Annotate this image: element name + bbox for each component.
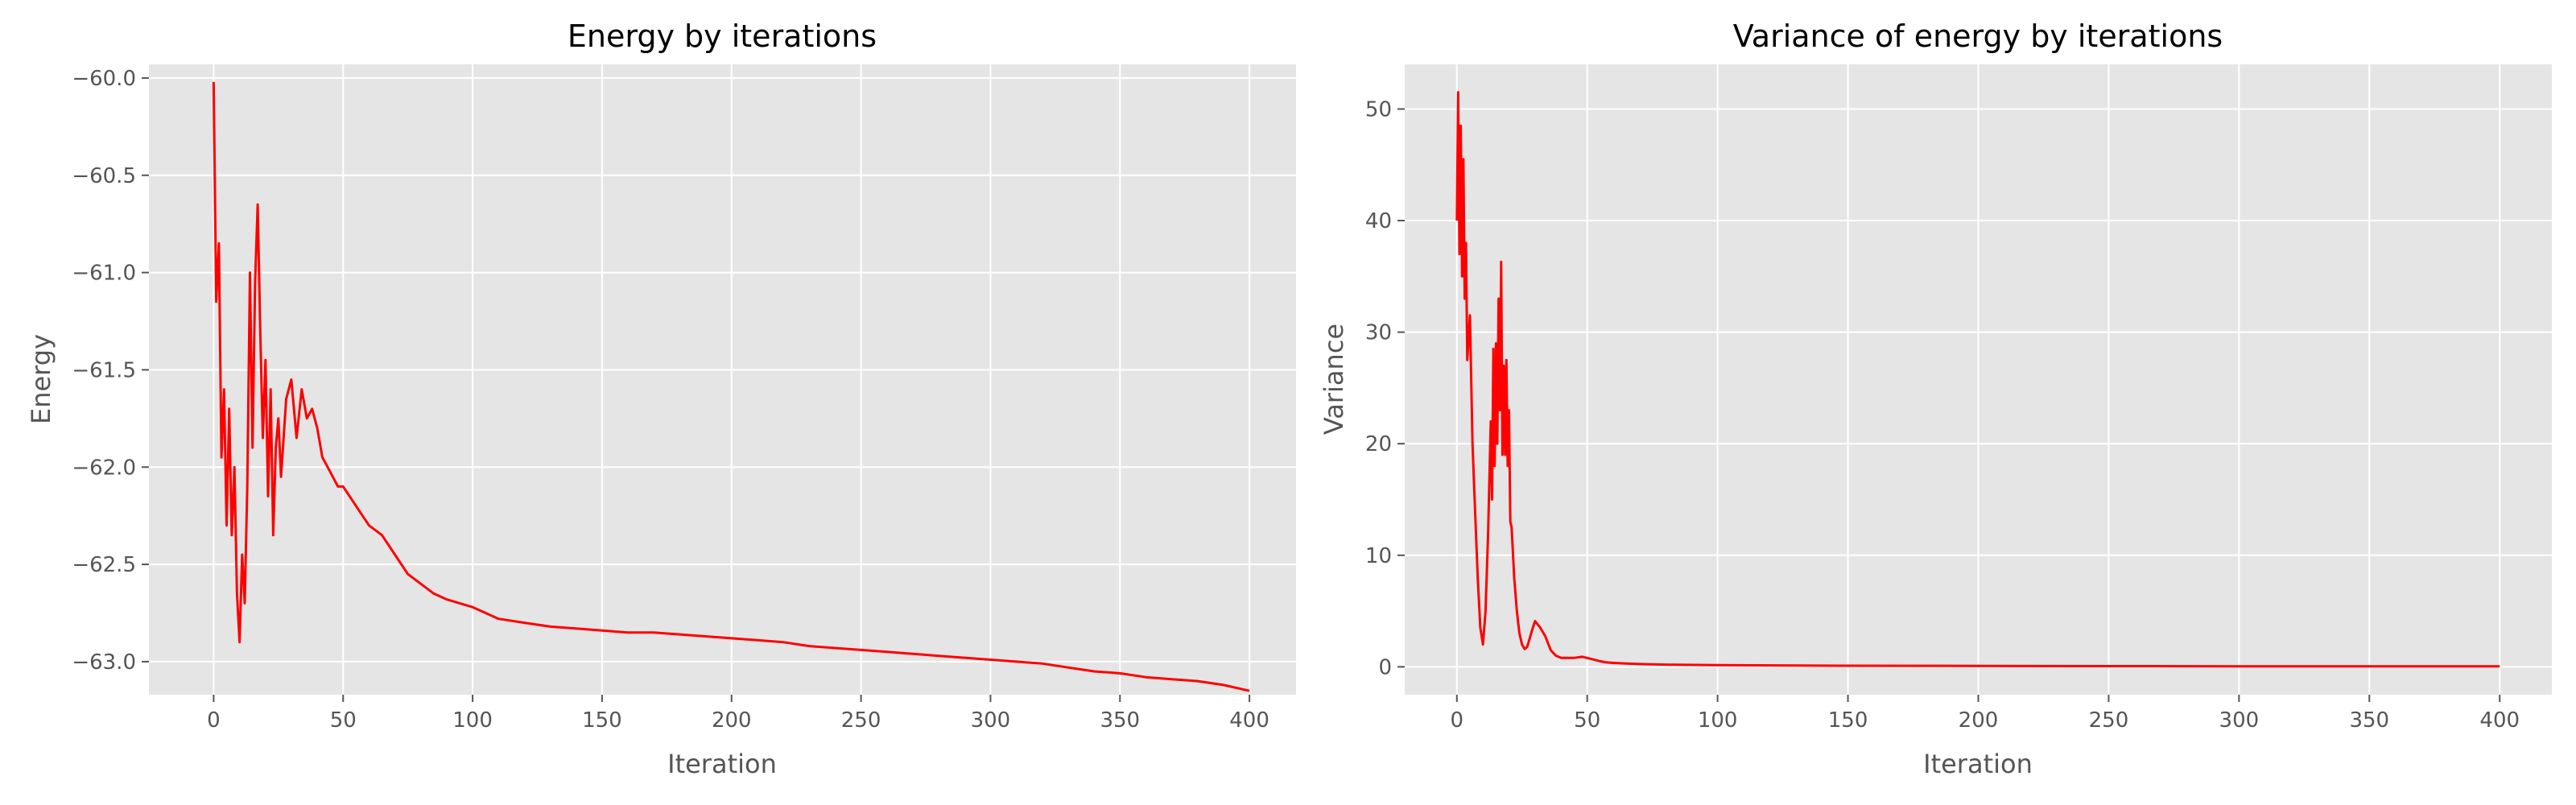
energy-series-line xyxy=(212,81,1250,692)
energy-x-tick-label: 250 xyxy=(841,708,881,733)
energy-y-tick-label: −61.0 xyxy=(72,262,136,286)
variance-x-tick-label: 200 xyxy=(1959,708,1999,733)
variance-x-tick-label: 150 xyxy=(1828,708,1868,733)
energy-x-tick-label: 400 xyxy=(1229,708,1269,733)
energy-y-tick-label: −62.5 xyxy=(72,553,136,577)
energy-y-axis-label: Energy xyxy=(26,334,56,424)
variance-y-tick-label: 40 xyxy=(1365,209,1392,233)
energy-chart: 0 50 100 150 200 250 300 350 400 −60.0 −60.5 −61.0 −… xyxy=(26,19,1296,779)
variance-y-tick-label: 10 xyxy=(1365,544,1392,568)
variance-x-axis-label: Iteration xyxy=(1923,749,2033,779)
energy-plot-area xyxy=(149,64,1296,695)
variance-chart-title: Variance of energy by iterations xyxy=(1733,19,2223,54)
variance-y-tick-label: 20 xyxy=(1365,432,1392,456)
variance-series-line xyxy=(1455,91,2500,668)
energy-y-tick-label: −62.0 xyxy=(72,456,136,480)
energy-x-axis-label: Iteration xyxy=(667,749,777,779)
energy-x-tick-label: 350 xyxy=(1100,708,1140,733)
energy-x-tick-label: 50 xyxy=(330,708,357,733)
energy-ticks: 0 50 100 150 200 250 300 350 400 −60.0 −60.5 −61.0 −… xyxy=(72,67,1269,733)
energy-x-tick-label: 300 xyxy=(971,708,1011,733)
variance-y-axis-label: Variance xyxy=(1319,324,1349,435)
energy-chart-title: Energy by iterations xyxy=(568,19,877,54)
energy-x-tick-label: 150 xyxy=(582,708,622,733)
energy-x-tick-label: 0 xyxy=(207,708,221,733)
variance-ticks: 0 50 100 150 200 250 300 350 400 0 10 20 30 40 50 xyxy=(1365,97,2520,733)
variance-y-tick-label: 0 xyxy=(1378,655,1392,679)
variance-series xyxy=(1455,91,2500,668)
variance-x-tick-label: 0 xyxy=(1450,708,1463,733)
variance-x-tick-label: 250 xyxy=(2089,708,2129,733)
energy-y-tick-label: −60.0 xyxy=(72,67,136,91)
variance-x-tick-label: 350 xyxy=(2349,708,2389,733)
variance-x-tick-label: 50 xyxy=(1574,708,1600,733)
energy-grid xyxy=(149,64,1296,695)
variance-x-tick-label: 400 xyxy=(2479,708,2520,733)
energy-y-tick-label: −60.5 xyxy=(72,164,136,188)
variance-chart: 0 50 100 150 200 250 300 350 400 0 10 20 30 40 50 Vari… xyxy=(1319,19,2552,779)
energy-series xyxy=(212,81,1250,692)
variance-y-tick-label: 30 xyxy=(1365,321,1392,345)
energy-y-tick-label: −63.0 xyxy=(72,650,136,675)
variance-x-tick-label: 100 xyxy=(1698,708,1738,733)
energy-x-tick-label: 100 xyxy=(452,708,493,733)
variance-x-tick-label: 300 xyxy=(2219,708,2260,733)
energy-y-tick-label: −61.5 xyxy=(72,358,136,382)
variance-y-tick-label: 50 xyxy=(1365,97,1392,122)
energy-x-tick-label: 200 xyxy=(712,708,752,733)
